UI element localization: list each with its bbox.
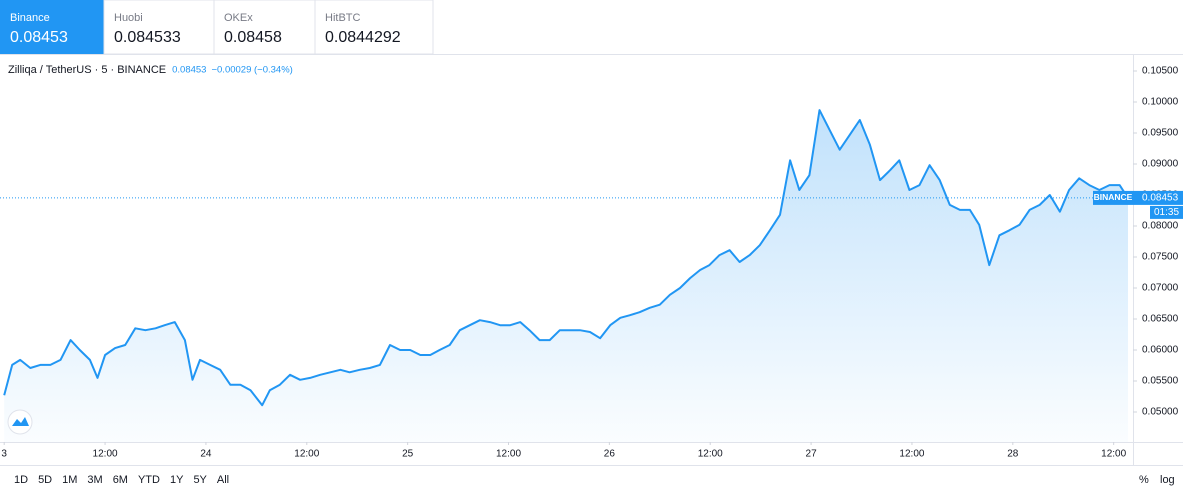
area-fill [4, 110, 1129, 442]
range-button[interactable]: 3M [87, 474, 102, 486]
price-change: −0.00029 (−0.34%) [211, 65, 292, 76]
x-tick-label: 25 [402, 449, 414, 460]
x-tick-label: 27 [806, 449, 818, 460]
range-button[interactable]: 5D [38, 474, 52, 486]
exchange-tab[interactable] [0, 0, 104, 54]
tab-name: OKEx [224, 12, 253, 24]
tab-name: Binance [10, 12, 50, 24]
y-tick-label: 0.09500 [1142, 128, 1179, 139]
percent-toggle[interactable]: % [1139, 474, 1149, 486]
x-tick-label: 12:00 [294, 449, 319, 460]
y-tick-label: 0.06000 [1142, 345, 1179, 356]
plot-area: 0.05000 0.05500 0.06000 0.06500 0.07000 0.075… [0, 66, 1183, 460]
x-tick-label: 12:00 [93, 449, 118, 460]
y-tick-label: 0.07000 [1142, 283, 1179, 294]
symbol-title: Zilliqa / TetherUS · 5 · BINANCE [8, 64, 166, 76]
countdown: 01:35 [1154, 207, 1179, 218]
tab-price: 0.08458 [224, 29, 282, 46]
range-button[interactable]: 5Y [193, 474, 207, 486]
range-button[interactable]: 6M [113, 474, 128, 486]
y-tick-label: 0.10500 [1142, 66, 1179, 77]
countdown-box [1150, 205, 1183, 219]
price-line [3, 109, 1129, 407]
price-label: 0.08453 [1142, 193, 1179, 204]
range-button[interactable]: 1Y [170, 474, 184, 486]
range-button[interactable]: 1D [14, 474, 28, 486]
tab-name: Huobi [114, 12, 143, 24]
x-tick-label: 12:00 [698, 449, 723, 460]
tab-price: 0.084533 [114, 29, 181, 46]
y-tick-label: 0.05000 [1142, 407, 1179, 418]
y-tick-label: 0.07500 [1142, 252, 1179, 263]
range-toolbar: 1D 5D 1M 3M 6M YTD 1Y 5Y All% log [14, 474, 1175, 486]
x-tick-label: 26 [604, 449, 616, 460]
y-tick-label: 0.06500 [1142, 314, 1179, 325]
x-tick-label: 12:00 [1101, 449, 1126, 460]
last-price: 0.08453 [172, 65, 206, 76]
x-tick-label: 12:00 [899, 449, 924, 460]
price-label-box [1133, 190, 1183, 205]
logo [7, 409, 33, 435]
range-button[interactable]: YTD [138, 474, 160, 486]
tab-name: HitBTC [325, 12, 361, 24]
x-tick-label: 24 [200, 449, 212, 460]
y-tick-label: 0.09000 [1142, 159, 1179, 170]
price-tag-box [1093, 190, 1133, 205]
range-button[interactable]: 1M [62, 474, 77, 486]
tab-price: 0.0844292 [325, 29, 401, 46]
x-tick-label: 28 [1007, 449, 1019, 460]
y-tick-label: 0.05500 [1142, 376, 1179, 387]
y-tick-label: 0.10000 [1142, 97, 1179, 108]
exchange-tab[interactable] [314, 0, 434, 55]
x-tick-label: 3 [1, 449, 7, 460]
tab-price: 0.08453 [10, 29, 68, 46]
exchange-tabs: Binance 0.08453 Huobi 0.084533 OKEx 0.08458 Hi… [0, 0, 434, 55]
price-tag: BINANCE [1094, 192, 1133, 202]
y-tick-label: 0.08000 [1142, 221, 1179, 232]
range-button[interactable]: All [217, 474, 229, 486]
x-tick-label: 12:00 [496, 449, 521, 460]
log-toggle[interactable]: log [1160, 474, 1175, 486]
